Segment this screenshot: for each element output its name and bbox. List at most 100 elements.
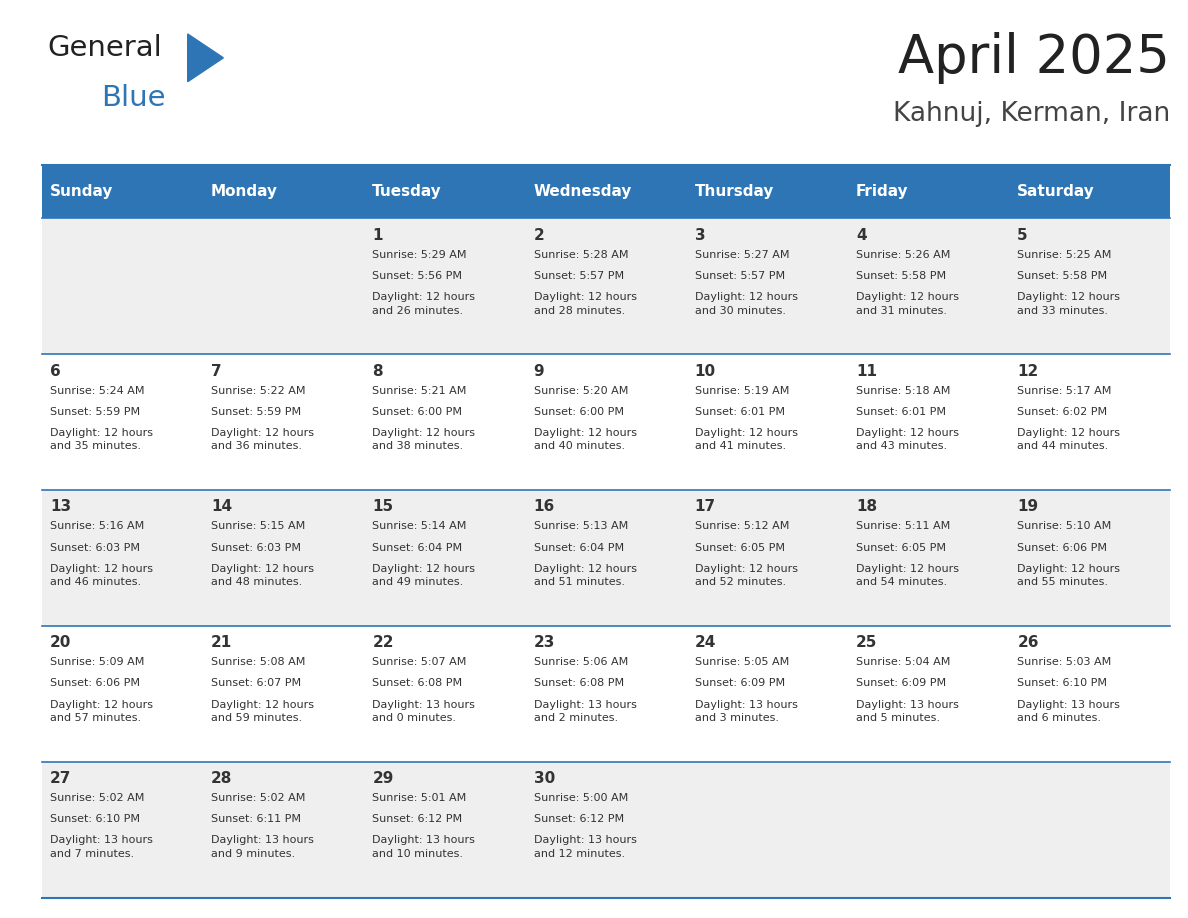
Text: Daylight: 12 hours
and 40 minutes.: Daylight: 12 hours and 40 minutes. <box>533 428 637 452</box>
Text: Daylight: 13 hours
and 2 minutes.: Daylight: 13 hours and 2 minutes. <box>533 700 637 723</box>
Text: 28: 28 <box>211 771 233 786</box>
Text: Daylight: 12 hours
and 38 minutes.: Daylight: 12 hours and 38 minutes. <box>372 428 475 452</box>
Text: Daylight: 12 hours
and 43 minutes.: Daylight: 12 hours and 43 minutes. <box>857 428 959 452</box>
Text: Daylight: 12 hours
and 57 minutes.: Daylight: 12 hours and 57 minutes. <box>50 700 153 723</box>
Text: 20: 20 <box>50 635 71 650</box>
Text: Daylight: 12 hours
and 31 minutes.: Daylight: 12 hours and 31 minutes. <box>857 292 959 316</box>
Text: Sunset: 6:01 PM: Sunset: 6:01 PM <box>695 407 785 417</box>
Text: Sunset: 5:59 PM: Sunset: 5:59 PM <box>50 407 140 417</box>
Text: Sunset: 6:05 PM: Sunset: 6:05 PM <box>695 543 785 553</box>
Text: General: General <box>48 34 163 62</box>
Text: Sunrise: 5:14 AM: Sunrise: 5:14 AM <box>372 521 467 532</box>
Text: Sunrise: 5:07 AM: Sunrise: 5:07 AM <box>372 657 467 667</box>
Text: Sunrise: 5:28 AM: Sunrise: 5:28 AM <box>533 250 628 260</box>
Text: Sunrise: 5:20 AM: Sunrise: 5:20 AM <box>533 386 628 396</box>
Text: 15: 15 <box>372 499 393 514</box>
Text: 26: 26 <box>1017 635 1038 650</box>
Text: Sunset: 6:00 PM: Sunset: 6:00 PM <box>372 407 462 417</box>
Text: Sunset: 5:58 PM: Sunset: 5:58 PM <box>1017 271 1107 281</box>
Text: Sunrise: 5:17 AM: Sunrise: 5:17 AM <box>1017 386 1112 396</box>
Text: Daylight: 12 hours
and 54 minutes.: Daylight: 12 hours and 54 minutes. <box>857 564 959 588</box>
Text: Sunset: 6:12 PM: Sunset: 6:12 PM <box>372 814 462 824</box>
Text: Sunrise: 5:02 AM: Sunrise: 5:02 AM <box>211 793 305 803</box>
Text: Sunset: 6:01 PM: Sunset: 6:01 PM <box>857 407 946 417</box>
Text: Sunset: 6:04 PM: Sunset: 6:04 PM <box>372 543 462 553</box>
Text: Daylight: 12 hours
and 49 minutes.: Daylight: 12 hours and 49 minutes. <box>372 564 475 588</box>
Text: Sunset: 6:06 PM: Sunset: 6:06 PM <box>1017 543 1107 553</box>
Text: Sunset: 6:00 PM: Sunset: 6:00 PM <box>533 407 624 417</box>
Text: Sunrise: 5:21 AM: Sunrise: 5:21 AM <box>372 386 467 396</box>
Text: 14: 14 <box>211 499 232 514</box>
Text: Daylight: 13 hours
and 10 minutes.: Daylight: 13 hours and 10 minutes. <box>372 835 475 859</box>
Text: Sunday: Sunday <box>50 185 113 199</box>
Text: 30: 30 <box>533 771 555 786</box>
Text: Sunset: 6:08 PM: Sunset: 6:08 PM <box>533 678 624 688</box>
Text: Sunrise: 5:00 AM: Sunrise: 5:00 AM <box>533 793 627 803</box>
Text: Daylight: 12 hours
and 35 minutes.: Daylight: 12 hours and 35 minutes. <box>50 428 153 452</box>
Text: Sunrise: 5:13 AM: Sunrise: 5:13 AM <box>533 521 627 532</box>
Text: Daylight: 12 hours
and 52 minutes.: Daylight: 12 hours and 52 minutes. <box>695 564 798 588</box>
Text: Daylight: 12 hours
and 46 minutes.: Daylight: 12 hours and 46 minutes. <box>50 564 153 588</box>
Text: Daylight: 12 hours
and 44 minutes.: Daylight: 12 hours and 44 minutes. <box>1017 428 1120 452</box>
Text: Sunset: 6:03 PM: Sunset: 6:03 PM <box>211 543 301 553</box>
Text: 3: 3 <box>695 228 706 242</box>
Text: Sunrise: 5:29 AM: Sunrise: 5:29 AM <box>372 250 467 260</box>
Text: Sunset: 5:59 PM: Sunset: 5:59 PM <box>211 407 302 417</box>
Text: Daylight: 13 hours
and 9 minutes.: Daylight: 13 hours and 9 minutes. <box>211 835 314 859</box>
Text: Sunset: 6:12 PM: Sunset: 6:12 PM <box>533 814 624 824</box>
Text: 1: 1 <box>372 228 383 242</box>
Text: 4: 4 <box>857 228 867 242</box>
Text: Sunset: 5:57 PM: Sunset: 5:57 PM <box>695 271 785 281</box>
Text: Daylight: 12 hours
and 33 minutes.: Daylight: 12 hours and 33 minutes. <box>1017 292 1120 316</box>
Text: 9: 9 <box>533 364 544 378</box>
Text: Sunset: 6:10 PM: Sunset: 6:10 PM <box>1017 678 1107 688</box>
Text: Sunrise: 5:18 AM: Sunrise: 5:18 AM <box>857 386 950 396</box>
Text: Sunset: 6:05 PM: Sunset: 6:05 PM <box>857 543 946 553</box>
Text: 19: 19 <box>1017 499 1038 514</box>
Text: Kahnuj, Kerman, Iran: Kahnuj, Kerman, Iran <box>893 101 1170 127</box>
Text: Sunrise: 5:01 AM: Sunrise: 5:01 AM <box>372 793 467 803</box>
Text: Daylight: 12 hours
and 59 minutes.: Daylight: 12 hours and 59 minutes. <box>211 700 314 723</box>
Polygon shape <box>188 34 223 82</box>
Text: Daylight: 13 hours
and 12 minutes.: Daylight: 13 hours and 12 minutes. <box>533 835 637 859</box>
Text: Daylight: 12 hours
and 26 minutes.: Daylight: 12 hours and 26 minutes. <box>372 292 475 316</box>
Text: Sunset: 6:08 PM: Sunset: 6:08 PM <box>372 678 462 688</box>
Text: Sunrise: 5:12 AM: Sunrise: 5:12 AM <box>695 521 789 532</box>
Text: Sunset: 6:06 PM: Sunset: 6:06 PM <box>50 678 140 688</box>
Text: Daylight: 12 hours
and 28 minutes.: Daylight: 12 hours and 28 minutes. <box>533 292 637 316</box>
Text: Sunrise: 5:24 AM: Sunrise: 5:24 AM <box>50 386 145 396</box>
Text: Blue: Blue <box>101 84 165 113</box>
Text: Sunset: 5:57 PM: Sunset: 5:57 PM <box>533 271 624 281</box>
Text: Sunrise: 5:09 AM: Sunrise: 5:09 AM <box>50 657 144 667</box>
Text: Friday: Friday <box>857 185 909 199</box>
Text: 22: 22 <box>372 635 394 650</box>
Text: Sunrise: 5:16 AM: Sunrise: 5:16 AM <box>50 521 144 532</box>
Text: 5: 5 <box>1017 228 1028 242</box>
Text: 7: 7 <box>211 364 222 378</box>
Text: Sunrise: 5:26 AM: Sunrise: 5:26 AM <box>857 250 950 260</box>
Text: Sunrise: 5:19 AM: Sunrise: 5:19 AM <box>695 386 789 396</box>
Text: 16: 16 <box>533 499 555 514</box>
Text: 27: 27 <box>50 771 71 786</box>
Text: Saturday: Saturday <box>1017 185 1095 199</box>
Text: Sunrise: 5:27 AM: Sunrise: 5:27 AM <box>695 250 789 260</box>
Text: 12: 12 <box>1017 364 1038 378</box>
Text: 18: 18 <box>857 499 877 514</box>
Text: Sunset: 6:09 PM: Sunset: 6:09 PM <box>857 678 946 688</box>
Text: Sunrise: 5:11 AM: Sunrise: 5:11 AM <box>857 521 950 532</box>
Text: Daylight: 13 hours
and 6 minutes.: Daylight: 13 hours and 6 minutes. <box>1017 700 1120 723</box>
Text: Sunset: 6:03 PM: Sunset: 6:03 PM <box>50 543 140 553</box>
Text: 10: 10 <box>695 364 716 378</box>
Text: Daylight: 12 hours
and 36 minutes.: Daylight: 12 hours and 36 minutes. <box>211 428 314 452</box>
Text: Sunrise: 5:06 AM: Sunrise: 5:06 AM <box>533 657 627 667</box>
Text: 13: 13 <box>50 499 71 514</box>
Text: Thursday: Thursday <box>695 185 775 199</box>
Text: Daylight: 12 hours
and 51 minutes.: Daylight: 12 hours and 51 minutes. <box>533 564 637 588</box>
Text: Sunset: 6:10 PM: Sunset: 6:10 PM <box>50 814 140 824</box>
Text: Sunset: 6:04 PM: Sunset: 6:04 PM <box>533 543 624 553</box>
Text: Daylight: 12 hours
and 30 minutes.: Daylight: 12 hours and 30 minutes. <box>695 292 798 316</box>
Text: 2: 2 <box>533 228 544 242</box>
Text: Sunrise: 5:03 AM: Sunrise: 5:03 AM <box>1017 657 1112 667</box>
Text: Daylight: 12 hours
and 55 minutes.: Daylight: 12 hours and 55 minutes. <box>1017 564 1120 588</box>
Text: 8: 8 <box>372 364 383 378</box>
